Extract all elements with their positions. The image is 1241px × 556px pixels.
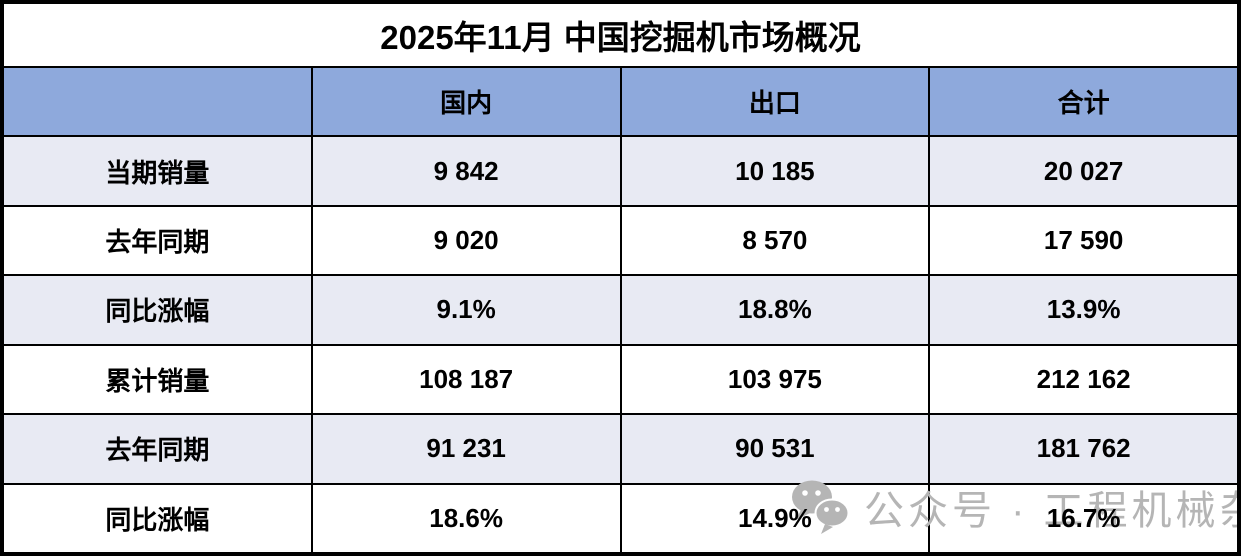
cell-total: 181 762 bbox=[928, 415, 1237, 483]
header-cell-domestic: 国内 bbox=[310, 68, 620, 136]
header-cell-export: 出口 bbox=[619, 68, 929, 136]
header-cell-blank bbox=[4, 68, 311, 135]
row-label: 同比涨幅 bbox=[105, 504, 210, 535]
row-label: 同比涨幅 bbox=[105, 296, 210, 327]
cell-total: 20 027 bbox=[928, 137, 1237, 205]
row-label: 去年同期 bbox=[105, 227, 210, 258]
table-row: 去年同期 91 231 90 531 181 762 bbox=[4, 413, 1237, 483]
row-label: 累计销量 bbox=[105, 365, 210, 396]
cell-total: 16.7% bbox=[928, 484, 1237, 552]
table-row: 去年同期 9 020 8 570 17 590 bbox=[4, 204, 1237, 275]
cell-total: 17 590 bbox=[928, 206, 1237, 275]
row-label: 去年同期 bbox=[105, 435, 210, 466]
cell-export: 18.8% bbox=[619, 276, 929, 344]
cell-domestic: 9 020 bbox=[310, 206, 620, 275]
cell-export: 10 185 bbox=[619, 137, 929, 205]
row-label: 当期销量 bbox=[105, 157, 210, 188]
cell-total: 13.9% bbox=[928, 276, 1237, 344]
cell-domestic: 108 187 bbox=[310, 345, 620, 414]
header-row: 国内 出口 合计 bbox=[4, 66, 1237, 136]
header-cell-total: 合计 bbox=[928, 68, 1237, 136]
cell-total: 212 162 bbox=[928, 345, 1237, 414]
cell-domestic: 91 231 bbox=[310, 415, 620, 483]
table-title-text: 2025年11月 中国挖掘机市场概况 bbox=[380, 19, 861, 56]
table-title: 2025年11月 中国挖掘机市场概况 bbox=[4, 4, 1237, 66]
cell-domestic: 9.1% bbox=[310, 276, 620, 344]
cell-domestic: 9 842 bbox=[310, 137, 620, 205]
cell-domestic: 18.6% bbox=[310, 484, 620, 552]
table-row: 累计销量 108 187 103 975 212 162 bbox=[4, 343, 1237, 414]
table-row: 同比涨幅 18.6% 14.9% 16.7% bbox=[4, 482, 1237, 552]
table-row: 同比涨幅 9.1% 18.8% 13.9% bbox=[4, 274, 1237, 344]
cell-export: 14.9% bbox=[619, 484, 929, 552]
cell-export: 90 531 bbox=[619, 415, 929, 483]
table-row: 当期销量 9 842 10 185 20 027 bbox=[4, 135, 1237, 205]
cell-export: 103 975 bbox=[619, 345, 929, 414]
cell-export: 8 570 bbox=[619, 206, 929, 275]
